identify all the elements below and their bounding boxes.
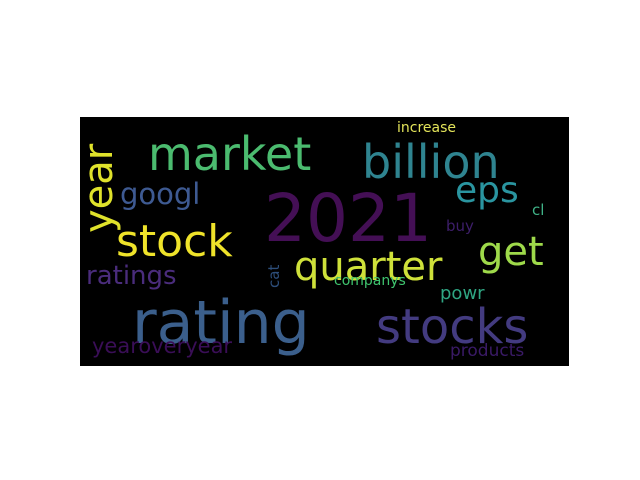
word-increase: increase <box>397 120 457 136</box>
word-cloud: 2021 rating stocks market billion stock … <box>80 117 569 366</box>
word-get: get <box>478 229 544 275</box>
word-ratings: ratings <box>86 261 177 291</box>
word-products: products <box>450 341 525 361</box>
word-yearoveryear: yearoveryear <box>92 334 233 358</box>
word-year: year <box>80 143 122 233</box>
word-rating: rating <box>132 288 310 358</box>
word-eps: eps <box>455 170 519 211</box>
word-powr: powr <box>440 283 485 304</box>
word-stocks: stocks <box>376 299 529 355</box>
word-billion: billion <box>362 135 500 189</box>
word-cat: cat <box>265 264 283 288</box>
word-2021: 2021 <box>264 180 432 257</box>
word-stock: stock <box>116 216 233 267</box>
word-companys: companys <box>334 273 406 289</box>
word-googl: googl <box>120 177 201 211</box>
word-market: market <box>148 127 312 181</box>
word-quarter: quarter <box>294 244 443 290</box>
word-buy: buy <box>446 217 474 235</box>
word-cl: cl <box>532 201 545 219</box>
